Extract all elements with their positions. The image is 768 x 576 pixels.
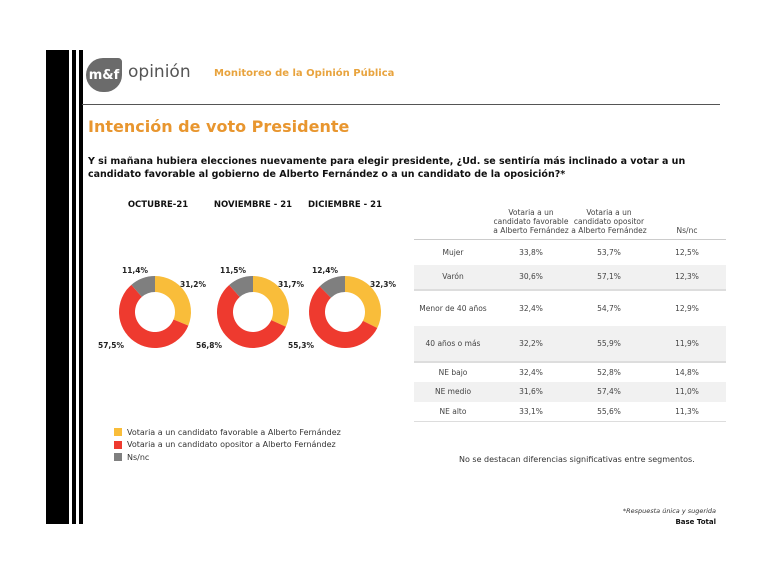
cell-value: 55,6% xyxy=(597,406,621,416)
table-row: Varón 30,6% 57,1% 12,3% xyxy=(414,264,726,290)
table-row: NE bajo 32,4% 52,8% 14,8% xyxy=(414,361,726,382)
cell-value: 11,3% xyxy=(675,406,699,416)
footnote: *Respuesta única y sugerida xyxy=(622,507,716,515)
cell-value: 30,6% xyxy=(519,272,543,281)
legend-label: Ns/nc xyxy=(127,452,150,462)
page-title: Intención de voto Presidente xyxy=(88,117,350,136)
data-label: 32,3% xyxy=(370,280,397,289)
decorative-bar xyxy=(72,50,76,524)
decorative-bar xyxy=(79,50,83,524)
chart-title: OCTUBRE-21 xyxy=(127,200,189,210)
note: No se destacan diferencias significativa… xyxy=(459,455,695,464)
legend-item: Ns/nc xyxy=(114,451,341,464)
column-header: Votaria a un candidato opositor a Albert… xyxy=(571,208,647,235)
donut-slice xyxy=(229,276,253,297)
cell-value: 53,7% xyxy=(597,247,621,257)
table-row: Mujer 33,8% 53,7% 12,5% xyxy=(414,239,726,265)
cell-value: 32,2% xyxy=(519,338,543,348)
logo-mark: m&f xyxy=(88,67,120,83)
cell-value: 57,4% xyxy=(597,387,621,396)
question-text: Y si mañana hubiera elecciones nuevament… xyxy=(88,156,686,180)
row-label: Menor de 40 años xyxy=(419,303,487,313)
cell-value: 55,9% xyxy=(597,338,621,348)
table-row: 40 años o más 32,2% 55,9% 11,9% xyxy=(414,325,726,362)
legend-label: Votaria a un candidato opositor a Albert… xyxy=(127,440,336,450)
data-label: 56,8% xyxy=(196,341,223,350)
base-label: Base Total xyxy=(675,518,716,526)
segment-table: Votaria a un candidato favorable a Alber… xyxy=(414,198,726,422)
cell-value: 12,3% xyxy=(675,272,699,281)
table-row: NE medio 31,6% 57,4% 11,0% xyxy=(414,381,726,402)
row-label: NE alto xyxy=(439,406,467,416)
column-header: Votaria a un candidato favorable a Alber… xyxy=(493,208,569,235)
legend: Votaria a un candidato favorable a Alber… xyxy=(114,426,341,464)
cell-value: 32,4% xyxy=(519,367,543,377)
row-label: NE bajo xyxy=(438,367,468,377)
cell-value: 52,8% xyxy=(597,367,621,377)
legend-swatch xyxy=(114,453,122,462)
cell-value: 11,9% xyxy=(675,338,699,348)
donut-slice xyxy=(309,286,378,348)
cell-value: 32,4% xyxy=(519,303,543,313)
data-label: 57,5% xyxy=(98,341,125,350)
cell-value: 11,0% xyxy=(675,387,699,396)
donut-slice xyxy=(217,284,286,349)
logo-text: opinión xyxy=(128,62,191,82)
data-label: 31,7% xyxy=(278,280,305,289)
table-row: NE alto 33,1% 55,6% 11,3% xyxy=(414,402,726,422)
donut-slice xyxy=(345,276,382,328)
header-divider xyxy=(82,104,720,105)
row-label: Mujer xyxy=(442,247,464,257)
data-label: 12,4% xyxy=(312,266,339,275)
data-label: 11,4% xyxy=(122,266,149,275)
row-label: Varón xyxy=(442,272,464,281)
legend-swatch xyxy=(114,428,122,437)
cell-value: 12,5% xyxy=(675,247,699,257)
logo: m&f xyxy=(86,58,122,92)
legend-swatch xyxy=(114,440,122,449)
donut-slice xyxy=(131,276,155,297)
data-label: 55,3% xyxy=(288,341,315,350)
data-label: 11,5% xyxy=(220,266,247,275)
cell-value: 33,8% xyxy=(519,247,543,257)
chart-title: NOVIEMBRE - 21 xyxy=(213,200,293,210)
legend-item: Votaria a un candidato opositor a Albert… xyxy=(114,439,341,452)
table-row: Menor de 40 años 32,4% 54,7% 12,9% xyxy=(414,289,726,326)
legend-item: Votaria a un candidato favorable a Alber… xyxy=(114,426,341,439)
data-label: 31,2% xyxy=(180,280,207,289)
row-label: NE medio xyxy=(434,387,472,396)
column-header xyxy=(414,198,492,240)
column-header: Ns/nc xyxy=(676,226,698,235)
row-label: 40 años o más xyxy=(425,338,481,348)
header-subtitle: Monitoreo de la Opinión Pública xyxy=(214,68,395,79)
donut-slice xyxy=(119,284,189,348)
legend-label: Votaria a un candidato favorable a Alber… xyxy=(127,427,341,437)
chart-title: DICIEMBRE - 21 xyxy=(308,200,382,210)
cell-value: 54,7% xyxy=(597,303,621,313)
donut-slice xyxy=(253,276,289,327)
cell-value: 33,1% xyxy=(519,406,543,416)
cell-value: 14,8% xyxy=(675,367,699,377)
cell-value: 57,1% xyxy=(597,272,621,281)
decorative-bar xyxy=(46,50,69,524)
donut-slice xyxy=(319,276,345,298)
cell-value: 31,6% xyxy=(519,387,543,396)
donut-slice xyxy=(155,276,192,326)
cell-value: 12,9% xyxy=(675,303,699,313)
